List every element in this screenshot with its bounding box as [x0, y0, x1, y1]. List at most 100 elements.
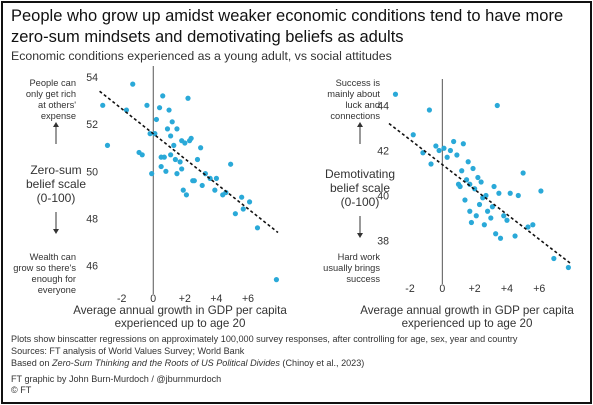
right-data-point [538, 188, 544, 194]
right-data-point [468, 219, 475, 226]
left-data-point [144, 102, 150, 108]
right-ytick-label: 42 [377, 146, 389, 158]
right-x-axis-label: Average annual growth in GDP per capita [360, 304, 574, 317]
left-y-axis-label: belief scale [26, 177, 86, 191]
left-ytick-label: 52 [86, 119, 98, 131]
left-data-point [158, 163, 164, 170]
right-data-point [478, 179, 484, 185]
right-data-point [476, 201, 483, 208]
left-data-point [228, 161, 234, 167]
right-data-point [392, 91, 399, 97]
right-data-point [428, 161, 434, 167]
right-data-point [457, 183, 463, 190]
left-data-point [152, 131, 158, 137]
right-annotation-top: luck and [345, 100, 380, 110]
right-data-point [489, 204, 496, 210]
right-data-point [460, 141, 466, 147]
right-data-point [470, 165, 476, 172]
left-annotation-bottom: everyone [38, 285, 76, 295]
left-xtick-label: 0 [150, 293, 156, 305]
left-annotation-bottom: enough for [32, 274, 76, 284]
left-x-axis-label: Average annual growth in GDP per capita [73, 304, 287, 317]
left-data-point [100, 102, 106, 108]
left-data-point [212, 187, 218, 193]
right-arrow-up-head-icon [357, 122, 363, 127]
left-data-point [182, 140, 188, 146]
right-y-axis-label: belief scale [330, 181, 390, 195]
footer-based-on-prefix: Based on [11, 358, 52, 368]
right-data-point [472, 186, 478, 192]
right-ytick-label: 44 [377, 101, 389, 113]
right-data-point [462, 197, 468, 203]
right-ytick-label: 38 [377, 236, 389, 248]
right-data-point [465, 159, 471, 165]
right-data-point [515, 192, 521, 199]
left-y-axis-label: Zero-sum [30, 163, 81, 177]
chart-subtitle: Economic conditions experienced as a you… [11, 49, 392, 63]
right-data-point [483, 192, 489, 199]
left-data-point [171, 142, 177, 148]
right-data-point [454, 152, 460, 158]
right-annotation-bottom: Hard work [338, 252, 381, 262]
right-trend-line [388, 122, 571, 264]
right-data-point [491, 183, 497, 190]
right-data-point [530, 222, 536, 228]
left-data-point [160, 93, 166, 99]
left-data-point [139, 152, 145, 158]
right-ytick-label: 40 [377, 191, 389, 203]
left-data-point [168, 152, 174, 158]
left-data-point [168, 133, 174, 139]
left-data-point [156, 105, 163, 111]
footer-based-on-suffix: (Chinoy et al., 2023) [279, 358, 365, 368]
right-data-point [488, 215, 494, 221]
right-data-point [433, 143, 439, 149]
left-arrow-down-head-icon [53, 229, 59, 234]
left-data-point [104, 142, 111, 148]
right-xtick-label: 0 [439, 283, 445, 295]
right-data-point [494, 102, 500, 109]
right-xtick-label: +4 [501, 283, 513, 295]
left-data-point [172, 156, 178, 163]
left-data-point [130, 81, 136, 87]
left-trend-line [99, 90, 279, 234]
left-data-point [239, 194, 245, 200]
right-data-point [501, 213, 507, 219]
left-data-point [183, 192, 190, 198]
right-data-point [467, 208, 473, 214]
left-data-point [161, 154, 167, 160]
left-annotation-top: People can [29, 78, 76, 88]
left-data-point [180, 187, 186, 193]
right-data-point [459, 168, 465, 174]
left-data-point [177, 159, 183, 165]
left-data-point [163, 168, 169, 174]
left-data-point [153, 116, 160, 123]
right-data-point [525, 224, 531, 230]
right-data-point [497, 235, 504, 241]
left-data-point [213, 175, 220, 181]
footer-methodology-note: Plots show binscatter regressions on app… [11, 334, 518, 344]
left-xtick-label: +6 [242, 293, 254, 305]
footer-copyright: © FT [11, 385, 32, 395]
right-data-point [565, 264, 571, 271]
left-data-point [273, 277, 280, 283]
left-annotation-top: at others' [38, 100, 76, 110]
right-data-point [520, 170, 526, 176]
right-data-point [484, 208, 491, 214]
right-data-point [447, 147, 454, 154]
left-data-point [164, 126, 171, 132]
right-annotation-top: mainly about [327, 89, 380, 99]
right-data-point [444, 154, 450, 160]
left-ytick-label: 54 [86, 72, 98, 84]
left-ytick-label: 46 [86, 261, 98, 273]
right-data-point [473, 213, 479, 219]
right-data-point [507, 190, 513, 196]
left-xtick-label: +2 [179, 293, 191, 305]
left-data-point [194, 156, 201, 163]
left-data-point [185, 95, 191, 101]
left-arrow-up-head-icon [53, 122, 59, 127]
right-data-point [436, 147, 442, 154]
left-data-point [198, 145, 204, 151]
left-xtick-label: +4 [210, 293, 222, 305]
